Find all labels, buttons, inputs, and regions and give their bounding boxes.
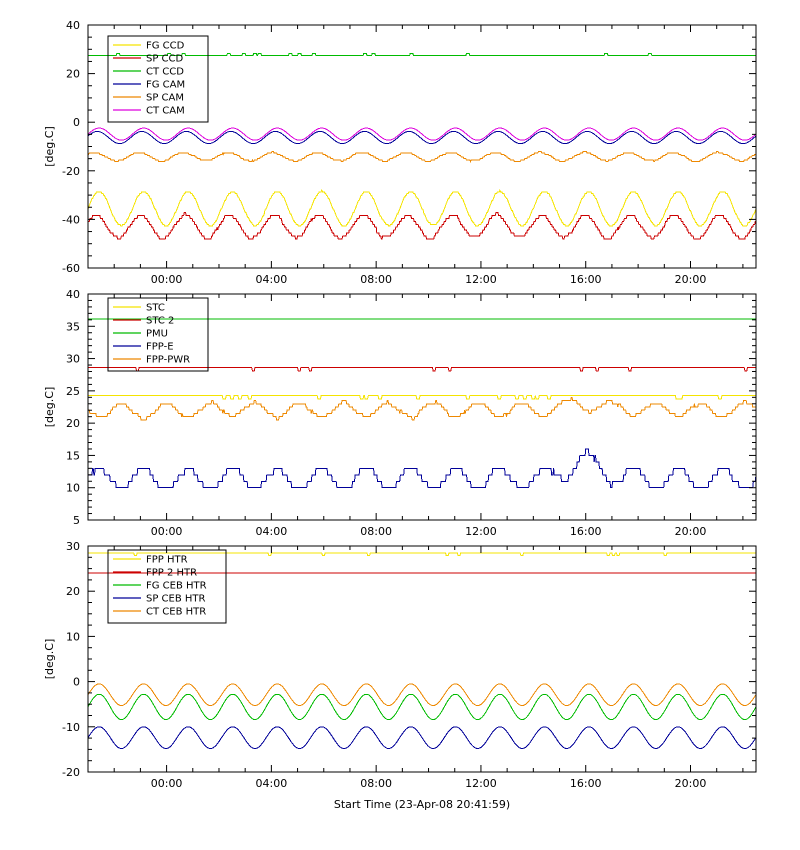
series-fpp-e-line [88,448,756,489]
legend-label-ct-cam: CT CAM [146,106,185,117]
series-sp-ccd-line [88,212,756,240]
panel-2-ticks [88,293,756,521]
legend-label-fg-ceb-htr: FG CEB HTR [146,581,207,592]
x-tick-label: 08:00 [360,525,392,538]
legend-label-sp-cam: SP CAM [146,93,184,104]
panel-1-ticks [88,24,756,269]
series-stc-line [88,395,756,400]
y-tick-label: 30 [66,540,80,553]
x-tick-label: 12:00 [465,273,497,286]
panel-2-frame [87,293,757,521]
y-tick-label: 10 [66,630,80,643]
series-ct-cam-line [88,127,756,141]
x-tick-label: 16:00 [570,525,602,538]
y-tick-label: -20 [62,165,80,178]
y-tick-label: 40 [66,288,80,301]
panel-1-legend-box [107,35,209,123]
series-fg-cam-line [88,130,756,145]
x-tick-label: 00:00 [151,273,183,286]
series-fpp-htr-line [88,552,756,556]
x-tick-label: 12:00 [465,525,497,538]
y-tick-label: 30 [66,353,80,366]
y-tick-label: 0 [73,676,80,689]
series-fg-ceb-htr-line [88,693,756,721]
y-tick-label: 20 [66,68,80,81]
panel-1-series-group [88,52,756,240]
y-tick-label: 25 [66,385,80,398]
x-tick-label: 12:00 [465,777,497,790]
y-tick-label: 15 [66,449,80,462]
legend-label-ct-ccd: CT CCD [146,67,184,78]
x-axis-title: Start Time (23-Apr-08 20:41:59) [334,798,510,811]
legend-label-fg-ccd: FG CCD [146,41,185,52]
y-tick-label: 5 [73,514,80,527]
y-tick-label: 40 [66,19,80,32]
x-tick-label: 00:00 [151,525,183,538]
series-ct-ceb-htr-line [88,683,756,707]
legend-label-sp-ccd: SP CCD [146,54,184,65]
legend-label-fpp-e: FPP-E [146,342,174,353]
series-fg-ccd-line [88,188,756,227]
legend-label-fg-cam: FG CAM [146,80,185,91]
y-tick-label: -10 [62,721,80,734]
x-tick-label: 08:00 [360,777,392,790]
y-tick-label: 35 [66,320,80,333]
x-tick-label: 04:00 [256,777,288,790]
x-tick-label: 04:00 [256,525,288,538]
y-axis-label: [deg.C] [43,126,56,167]
series-sp-cam-line [88,150,756,163]
legend-label-sp-ceb-htr: SP CEB HTR [146,594,206,605]
x-tick-label: 16:00 [570,777,602,790]
series-ct-ccd-line [88,52,756,56]
y-tick-label: 0 [73,116,80,129]
panel-2-series-group [88,318,756,489]
panel-3-legend-box [107,549,227,624]
panel-2-legend-box [107,297,209,372]
y-tick-label: -60 [62,262,80,275]
x-tick-label: 04:00 [256,273,288,286]
legend-label-stc-2: STC 2 [146,316,174,327]
legend-label-fpp-pwr: FPP-PWR [146,355,190,366]
x-tick-label: 20:00 [675,273,707,286]
y-axis-label: [deg.C] [43,387,56,428]
series-fpp-pwr-line [88,396,756,421]
y-tick-label: 20 [66,585,80,598]
y-tick-label: 20 [66,417,80,430]
legend-label-fpp-htr: FPP HTR [146,555,188,566]
x-tick-label: 20:00 [675,777,707,790]
x-tick-label: 08:00 [360,273,392,286]
x-tick-label: 20:00 [675,525,707,538]
series-stc-2-line [88,367,756,372]
y-tick-label: 10 [66,482,80,495]
y-axis-label: [deg.C] [43,639,56,680]
legend-label-pmu: PMU [146,329,168,340]
series-sp-ceb-htr-line [88,726,756,750]
legend-label-ct-ceb-htr: CT CEB HTR [146,607,206,618]
y-tick-label: -40 [62,213,80,226]
x-tick-label: 16:00 [570,273,602,286]
panel-3-ticks [88,545,756,773]
legend-label-stc: STC [146,303,165,314]
legend-label-fpp-2-htr: FPP 2 HTR [146,568,197,579]
y-tick-label: -20 [62,766,80,779]
x-tick-label: 00:00 [151,777,183,790]
panel-3-series-group [88,552,756,750]
